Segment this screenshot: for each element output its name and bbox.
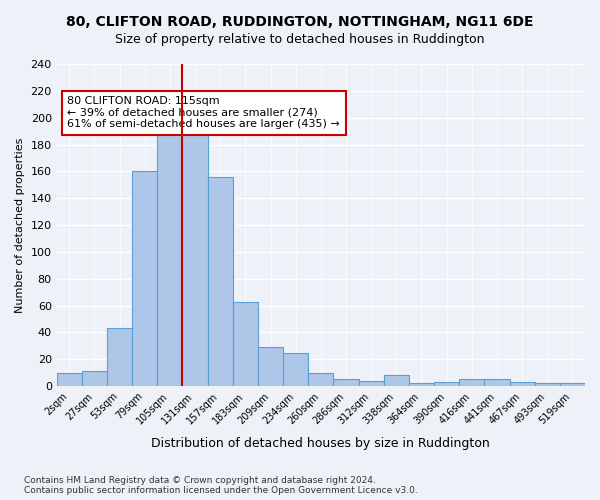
Bar	[107, 328, 132, 386]
Bar	[208, 176, 233, 386]
Bar	[434, 382, 459, 386]
Bar	[535, 384, 560, 386]
Bar	[334, 380, 359, 386]
Bar	[359, 380, 384, 386]
Bar	[157, 128, 182, 386]
Text: Contains HM Land Registry data © Crown copyright and database right 2024.
Contai: Contains HM Land Registry data © Crown c…	[24, 476, 418, 495]
Bar	[484, 380, 509, 386]
Bar	[509, 382, 535, 386]
Bar	[308, 372, 334, 386]
Bar	[132, 172, 157, 386]
Bar	[258, 347, 283, 386]
Bar	[283, 352, 308, 386]
Bar	[233, 302, 258, 386]
Y-axis label: Number of detached properties: Number of detached properties	[15, 138, 25, 312]
Bar	[182, 128, 208, 386]
Text: 80, CLIFTON ROAD, RUDDINGTON, NOTTINGHAM, NG11 6DE: 80, CLIFTON ROAD, RUDDINGTON, NOTTINGHAM…	[66, 15, 534, 29]
Bar	[56, 372, 82, 386]
Bar	[409, 384, 434, 386]
Bar	[560, 384, 585, 386]
Text: 80 CLIFTON ROAD: 115sqm
← 39% of detached houses are smaller (274)
61% of semi-d: 80 CLIFTON ROAD: 115sqm ← 39% of detache…	[67, 96, 340, 130]
Bar	[459, 380, 484, 386]
Text: Size of property relative to detached houses in Ruddington: Size of property relative to detached ho…	[115, 32, 485, 46]
Bar	[82, 372, 107, 386]
X-axis label: Distribution of detached houses by size in Ruddington: Distribution of detached houses by size …	[151, 437, 490, 450]
Bar	[384, 376, 409, 386]
